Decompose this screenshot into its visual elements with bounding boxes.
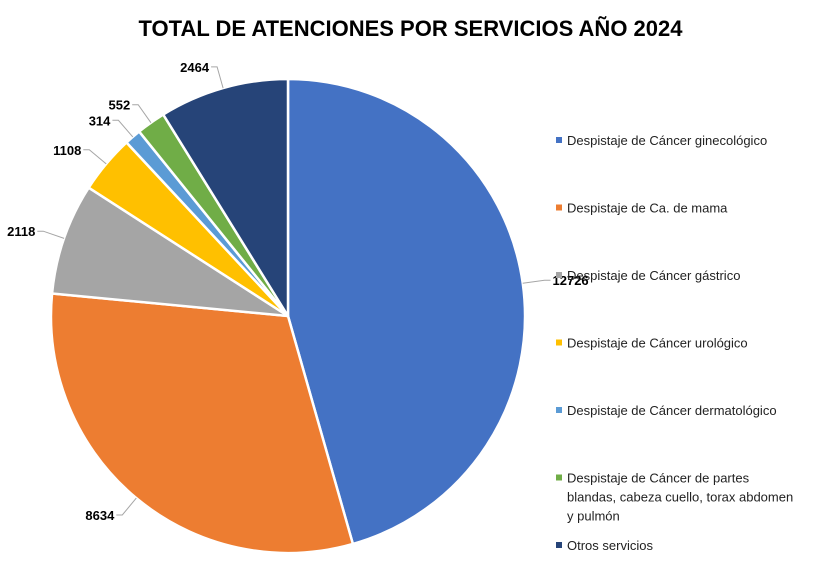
legend-swatch — [556, 474, 562, 481]
leader-line — [211, 66, 224, 89]
legend-entry: Despistaje de Ca. de mama — [556, 201, 728, 216]
legend-label: Despistaje de Cáncer de partes — [567, 471, 750, 486]
legend-label: Despistaje de Cáncer gástrico — [567, 268, 740, 283]
legend-entry: Despistaje de Cáncer urológico — [556, 336, 748, 351]
data-label: 2464 — [180, 60, 210, 75]
data-label: 552 — [108, 98, 130, 113]
leader-line — [132, 104, 152, 123]
leader-line — [522, 279, 551, 284]
pie-slices — [49, 77, 527, 555]
pie-slice-despistaje-de-ca-de-mama — [49, 292, 355, 555]
pie-slice-despistaje-de-cancer-ginecologico — [286, 77, 527, 546]
legend-swatch — [556, 542, 562, 548]
legend-swatch — [556, 339, 562, 346]
leader-line — [116, 497, 137, 516]
legend-entry: Otros servicios — [556, 538, 653, 553]
leader-line — [83, 149, 107, 165]
pie-slice-despistaje-de-cancer-gastrico — [50, 186, 290, 318]
data-label: 1108 — [53, 143, 81, 158]
legend-entry: Despistaje de Cáncer ginecológico — [556, 133, 767, 148]
legend-label: Despistaje de Cáncer urológico — [567, 336, 748, 351]
legend-swatch — [556, 137, 562, 143]
legend-swatch — [556, 204, 562, 211]
legend-label: blandas, cabeza cuello, torax abdomen — [567, 490, 793, 505]
leader-line — [112, 119, 134, 138]
legend-entry: Despistaje de Cáncer gástrico — [556, 268, 740, 283]
legend-entry: Despistaje de Cáncer de partes blandas, c… — [556, 471, 793, 524]
legend-swatch — [556, 407, 562, 413]
pie-slice-otros-servicios — [161, 77, 290, 318]
legend-label: Despistaje de Cáncer dermatológico — [567, 403, 777, 418]
data-label: 314 — [89, 113, 111, 128]
legend-label: y pulmón — [567, 509, 620, 524]
legend-label: Otros servicios — [567, 538, 653, 553]
data-label: 8634 — [85, 508, 115, 523]
legend-entry: Despistaje de Cáncer dermatológico — [556, 403, 777, 418]
chart-title: TOTAL DE ATENCIONES POR SERVICIOS AÑO 20… — [138, 16, 683, 41]
leader-lines — [37, 66, 551, 516]
legend-label: Despistaje de Ca. de mama — [567, 201, 728, 216]
legend-swatch — [556, 272, 562, 278]
leader-line — [37, 230, 65, 239]
legend-label: Despistaje de Cáncer ginecológico — [567, 133, 767, 148]
data-label: 2118 — [7, 224, 35, 239]
legend: Despistaje de Cáncer ginecológico Despist… — [556, 133, 793, 553]
